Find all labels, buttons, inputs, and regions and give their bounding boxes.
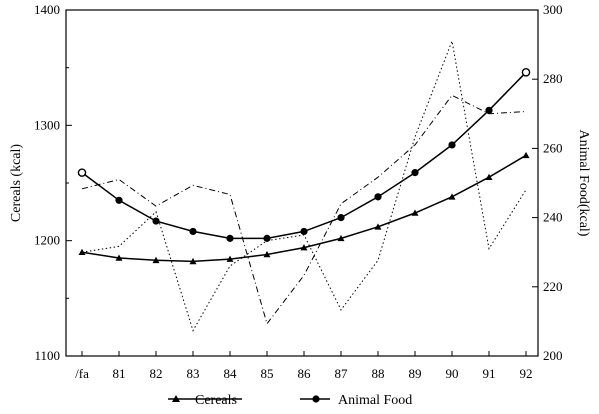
left-tick-label: 1400: [34, 2, 60, 17]
right-axis-ticks: 200 220 240 260 280 300: [532, 2, 563, 363]
right-tick-label: 240: [543, 210, 563, 225]
series-layer: [77, 39, 531, 332]
cereals-point: [522, 151, 530, 159]
animal-food-point: [77, 168, 87, 177]
cereals-point: [374, 223, 382, 230]
cereals-point: [152, 256, 160, 264]
x-tick-label: 90: [446, 366, 459, 381]
right-axis-title: Animal Food(kcal): [576, 130, 591, 237]
x-tick-label: 81: [113, 366, 126, 381]
cereals-point: [337, 234, 345, 242]
animal-food-point: [337, 214, 345, 222]
animal-food-point: [485, 106, 493, 114]
cereals-point: [300, 244, 308, 251]
left-tick-label: 1300: [34, 117, 60, 132]
series-line-1: [81, 71, 527, 240]
animal-food-point: [263, 234, 271, 242]
left-axis-ticks: 1100 1200 1300 1400: [34, 2, 72, 363]
x-tick-label: 87: [335, 366, 349, 381]
cereals-point: [115, 254, 123, 261]
x-tick-label: 91: [483, 366, 496, 381]
x-tick-label: /fa: [75, 366, 89, 381]
x-tick-label: 86: [298, 366, 312, 381]
cereals-point: [448, 193, 456, 200]
series-line-3: [81, 39, 527, 332]
right-tick-label: 220: [543, 279, 563, 294]
cereals-point: [78, 248, 86, 255]
animal-food-point: [374, 193, 382, 201]
x-tick-label: 89: [409, 366, 422, 381]
legend-label-animal-food: Animal Food: [338, 393, 412, 408]
right-tick-label: 260: [543, 140, 563, 155]
animal-food-point: [189, 227, 197, 236]
right-tick-label: 280: [543, 71, 563, 86]
x-tick-label: 83: [187, 366, 200, 381]
x-tick-label: 88: [372, 366, 385, 381]
animal-food-point: [152, 217, 160, 225]
animal-food-point: [411, 169, 419, 177]
axes: [65, 9, 539, 357]
cereals-point: [263, 251, 271, 258]
legend-marker-cereals: [172, 395, 180, 402]
animal-food-point: [226, 234, 234, 242]
series-line-2: [81, 94, 527, 325]
legend: Cereals Animal Food: [168, 393, 412, 408]
x-tick-label: 92: [520, 366, 533, 381]
plot-frame: [65, 9, 539, 357]
x-tick-label: 84: [224, 366, 238, 381]
left-tick-label: 1100: [34, 348, 60, 363]
animal-food-point: [115, 196, 123, 204]
legend-marker-animal-food: [312, 395, 320, 403]
right-tick-label: 300: [543, 2, 563, 17]
animal-food-point: [300, 227, 308, 236]
x-axis-ticks: /fa 81 82 83 84 85 86 87 88 89 90 91 92: [75, 351, 533, 381]
legend-label-cereals: Cereals: [195, 393, 237, 408]
cereals-point: [411, 209, 419, 216]
cereals-point: [226, 255, 234, 262]
left-axis-title: Cereals (kcal): [9, 144, 24, 222]
cereals-point: [189, 257, 197, 265]
left-tick-label: 1200: [34, 233, 60, 248]
cereals-point: [485, 173, 493, 181]
animal-food-point: [521, 67, 531, 77]
animal-food-point: [448, 141, 456, 149]
right-tick-label: 200: [543, 348, 563, 363]
x-tick-label: 85: [261, 366, 274, 381]
x-tick-label: 82: [150, 366, 163, 381]
